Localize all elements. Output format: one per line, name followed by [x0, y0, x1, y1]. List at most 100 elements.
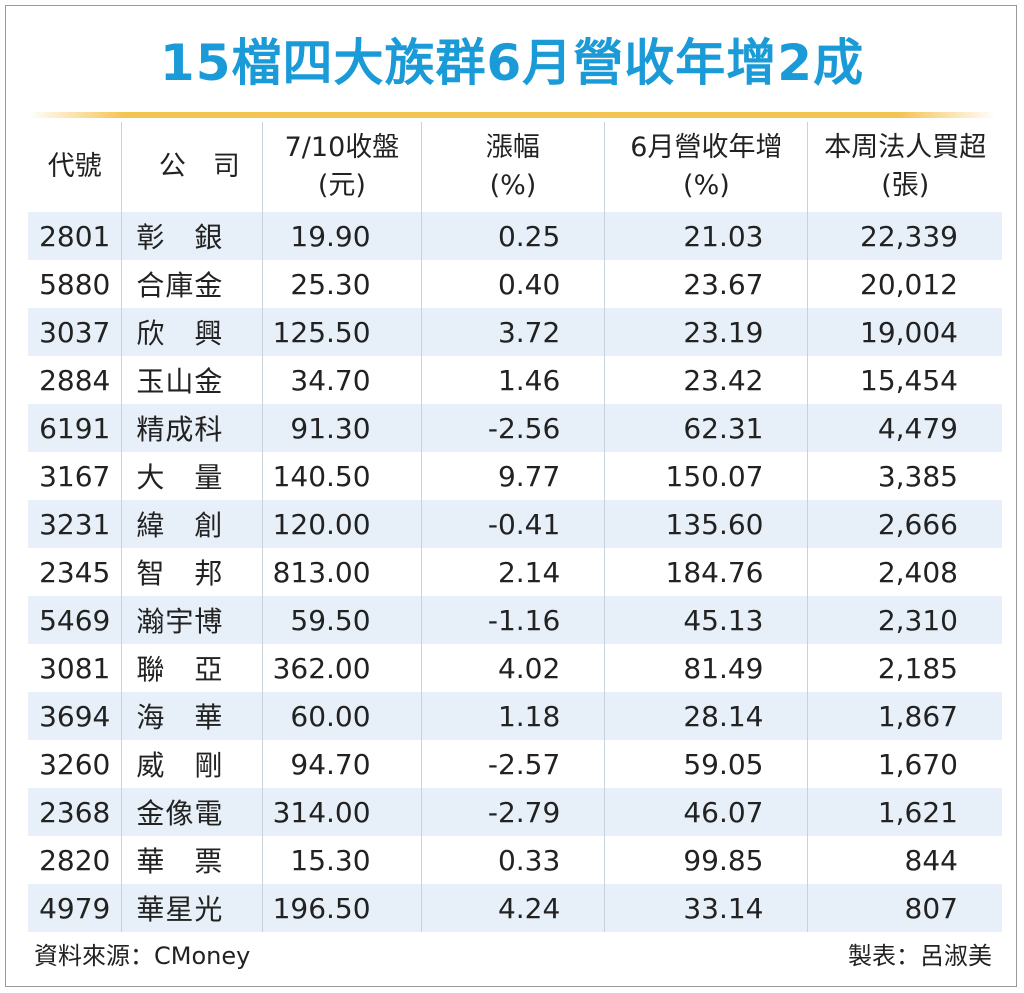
header-close: 7/10收盤 (元) — [262, 122, 422, 212]
header-change-unit: (%) — [489, 170, 537, 201]
cell-close: 120.00 — [262, 500, 422, 548]
cell-close: 362.00 — [262, 644, 422, 692]
cell-change: 0.40 — [420, 260, 605, 308]
cell-change: 3.72 — [420, 308, 605, 356]
cell-code: 2345 — [39, 555, 111, 589]
cell-company: 威 剛 — [121, 740, 263, 788]
cell-revenue: 150.07 — [604, 452, 808, 500]
header-change-label: 漲幅 — [485, 132, 540, 163]
cell-close: 25.30 — [262, 260, 422, 308]
cell-buy: 3,385 — [807, 452, 1002, 500]
cell-close: 19.90 — [262, 212, 422, 260]
header-company: 公 司 — [121, 122, 263, 212]
table-body: 2801 彰 銀 19.90 0.25 21.03 22,339 5880 合庫金 25.30 0… — [28, 212, 1002, 932]
cell-change: 4.24 — [420, 884, 605, 932]
cell-company: 海 華 — [121, 692, 263, 740]
table-row: 2884 玉山金 34.70 1.46 23.42 15,454 — [28, 356, 1002, 404]
cell-company: 彰 銀 — [121, 212, 263, 260]
title-underline — [28, 112, 996, 118]
cell-revenue: 23.19 — [604, 308, 808, 356]
cell-change: 1.18 — [420, 692, 605, 740]
cell-close: 91.30 — [262, 404, 422, 452]
header-buy-unit: (張) — [881, 170, 930, 201]
cell-change: 9.77 — [420, 452, 605, 500]
cell-buy: 844 — [807, 836, 1002, 884]
cell-code: 3231 — [28, 500, 122, 548]
cell-code: 6191 — [28, 404, 122, 452]
cell-buy: 2,666 — [807, 500, 1002, 548]
cell-close: 60.00 — [262, 692, 422, 740]
header-revenue-label: 6月營收年增 — [630, 132, 783, 163]
cell-change: 0.25 — [420, 212, 605, 260]
table-row: 2345 智 邦 813.00 2.14 184.76 2,408 — [28, 548, 1002, 596]
table-row: 3231 緯 創 120.00 -0.41 135.60 2,666 — [28, 500, 1002, 548]
cell-close: 314.00 — [262, 788, 422, 836]
cell-buy: 20,012 — [807, 260, 1002, 308]
table-row: 2801 彰 銀 19.90 0.25 21.03 22,339 — [28, 212, 1002, 260]
header-close-unit: (元) — [317, 170, 366, 201]
cell-change: -0.41 — [420, 500, 605, 548]
cell-change: -2.57 — [420, 740, 605, 788]
table-row: 3167 大 量 140.50 9.77 150.07 3,385 — [28, 452, 1002, 500]
cell-change: 1.46 — [420, 356, 605, 404]
cell-buy: 19,004 — [807, 308, 1002, 356]
cell-revenue: 46.07 — [604, 788, 808, 836]
cell-code: 2368 — [28, 788, 122, 836]
cell-revenue: 33.14 — [604, 884, 808, 932]
table-row: 4979 華星光 196.50 4.24 33.14 807 — [28, 884, 1002, 932]
cell-change: 0.33 — [420, 836, 605, 884]
cell-revenue: 23.42 — [604, 356, 808, 404]
cell-close: 59.50 — [262, 596, 422, 644]
table-row: 2820 華 票 15.30 0.33 99.85 844 — [28, 836, 1002, 884]
cell-revenue: 99.85 — [604, 836, 808, 884]
cell-revenue: 59.05 — [604, 740, 808, 788]
cell-code: 3037 — [28, 308, 122, 356]
cell-change: -2.56 — [420, 404, 605, 452]
page-title: 15檔四大族群6月營收年增2成 — [159, 34, 865, 92]
cell-code: 2801 — [28, 212, 122, 260]
cell-code: 5880 — [39, 267, 111, 301]
cell-code: 2820 — [39, 843, 111, 877]
table-row: 5469 瀚宇博 59.50 -1.16 45.13 2,310 — [28, 596, 1002, 644]
cell-code: 3081 — [39, 651, 111, 685]
header-buy-label: 本周法人買超 — [824, 132, 987, 163]
header-buy: 本周法人買超 (張) — [807, 122, 1002, 212]
cell-buy: 1,670 — [807, 740, 1002, 788]
header-revenue-unit: (%) — [683, 170, 730, 201]
header-code: 代號 — [47, 151, 102, 182]
cell-company: 精成科 — [121, 404, 263, 452]
cell-company: 金像電 — [121, 788, 263, 836]
cell-buy: 4,479 — [807, 404, 1002, 452]
cell-company: 合庫金 — [121, 260, 263, 308]
cell-revenue: 45.13 — [604, 596, 808, 644]
cell-close: 94.70 — [262, 740, 422, 788]
cell-close: 125.50 — [262, 308, 422, 356]
cell-buy: 2,408 — [807, 548, 1002, 596]
cell-close: 34.70 — [262, 356, 422, 404]
cell-company: 瀚宇博 — [121, 596, 263, 644]
cell-change: 2.14 — [420, 548, 605, 596]
table-row: 3694 海 華 60.00 1.18 28.14 1,867 — [28, 692, 1002, 740]
cell-change: 4.02 — [420, 644, 605, 692]
cell-close: 15.30 — [262, 836, 422, 884]
cell-company: 欣 興 — [121, 308, 263, 356]
cell-code: 4979 — [28, 884, 122, 932]
cell-close: 140.50 — [262, 452, 422, 500]
maker-note: 製表：呂淑美 — [848, 942, 992, 970]
cell-close: 196.50 — [262, 884, 422, 932]
header-revenue: 6月營收年增 (%) — [604, 122, 808, 212]
cell-code: 2884 — [39, 363, 111, 397]
header-close-label: 7/10收盤 — [284, 132, 400, 163]
table-row: 6191 精成科 91.30 -2.56 62.31 4,479 — [28, 404, 1002, 452]
cell-revenue: 23.67 — [604, 260, 808, 308]
cell-revenue: 21.03 — [604, 212, 808, 260]
cell-company: 玉山金 — [121, 356, 263, 404]
cell-revenue: 62.31 — [604, 404, 808, 452]
cell-company: 聯 亞 — [121, 644, 263, 692]
table-row: 3260 威 剛 94.70 -2.57 59.05 1,670 — [28, 740, 1002, 788]
table-row: 2368 金像電 314.00 -2.79 46.07 1,621 — [28, 788, 1002, 836]
table-row: 3037 欣 興 125.50 3.72 23.19 19,004 — [28, 308, 1002, 356]
cell-company: 緯 創 — [121, 500, 263, 548]
header-row: 代號 公 司 7/10收盤 (元) 漲幅 (%) 6月營收年增 (%) 本周法人… — [28, 122, 1002, 212]
cell-code: 5469 — [28, 596, 122, 644]
